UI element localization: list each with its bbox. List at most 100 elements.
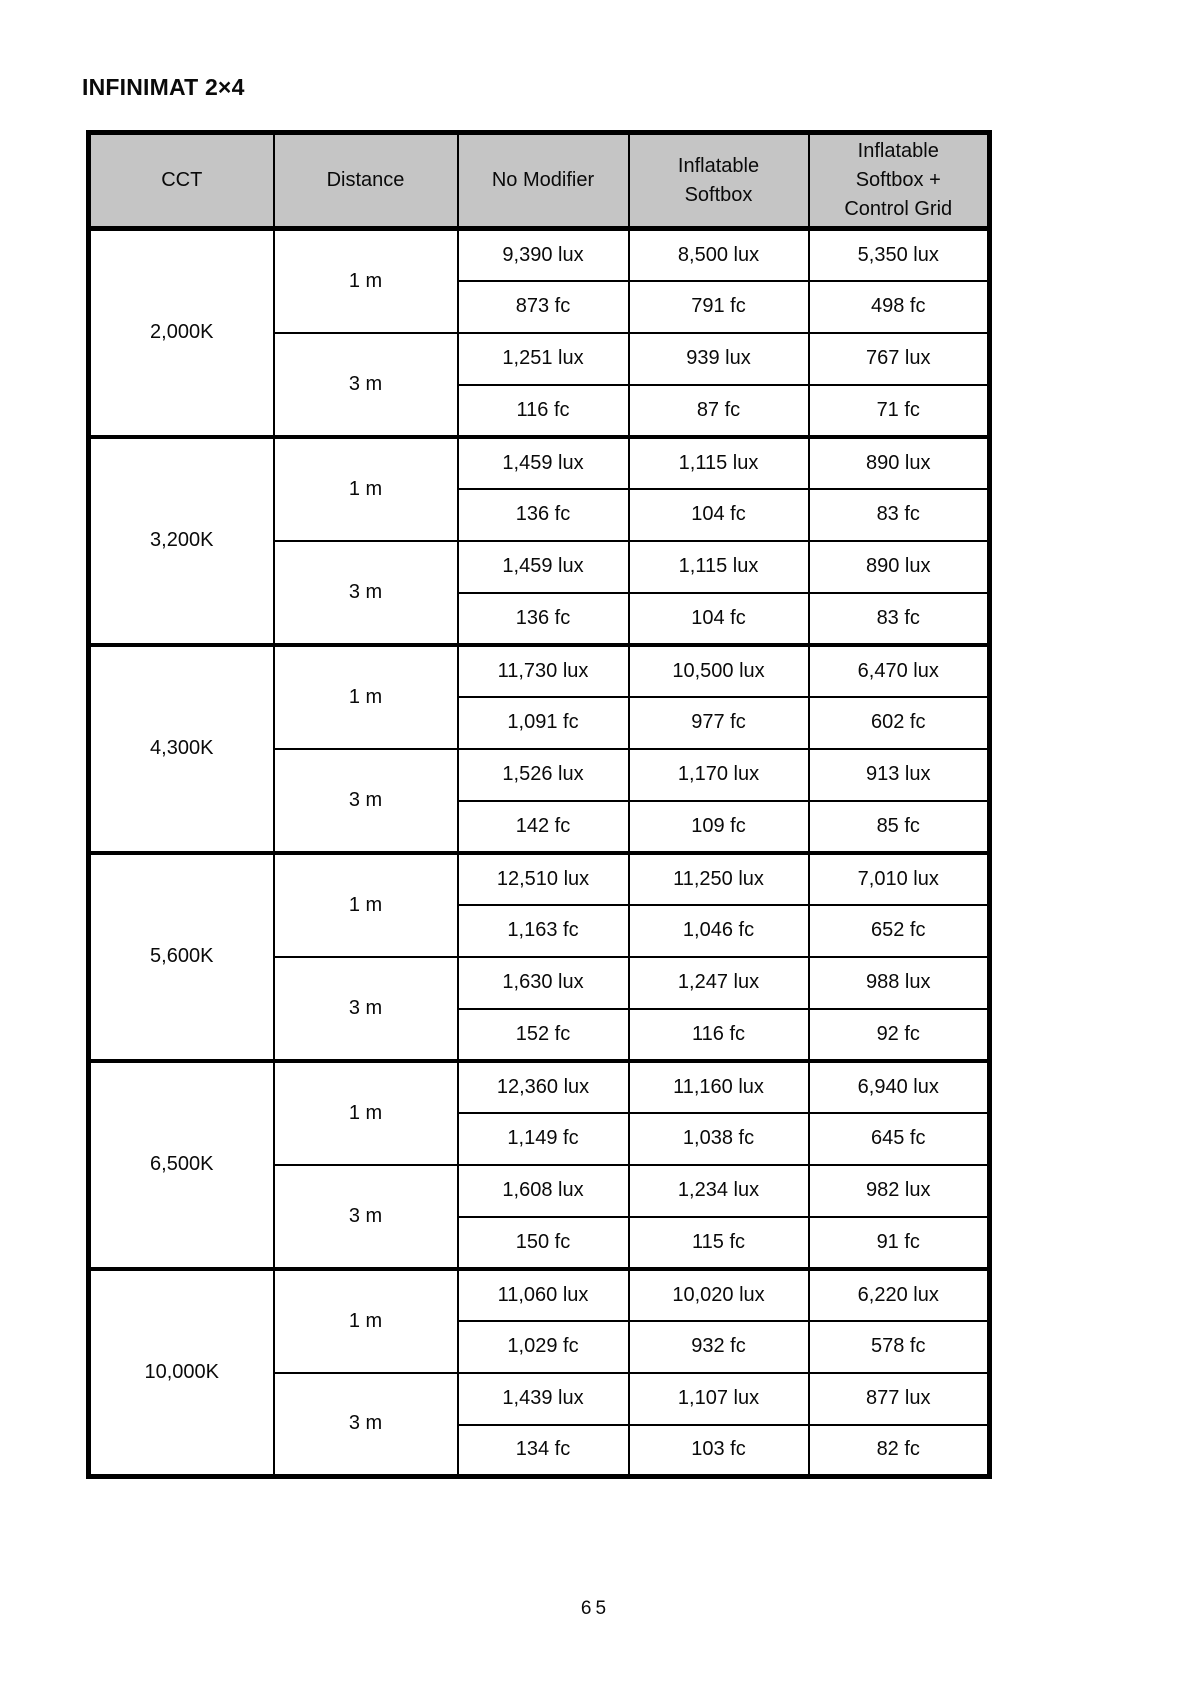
distance-cell: 3 m (272, 955, 459, 1062)
fc-value-cell: 1,029 fc (456, 1319, 630, 1374)
lux-value-cell: 5,350 lux (807, 227, 991, 282)
fc-value-cell: 602 fc (807, 695, 991, 750)
distance-cell: 1 m (272, 1266, 459, 1374)
cct-cell: 10,000K (87, 1266, 275, 1478)
fc-value-cell: 1,149 fc (456, 1111, 630, 1166)
header-no-modifier: No Modifier (456, 131, 630, 231)
lux-value-cell: 11,060 lux (456, 1266, 630, 1322)
fc-value-cell: 150 fc (456, 1215, 630, 1270)
photometrics-table: CCT Distance No Modifier Inflatable Soft… (86, 130, 992, 1479)
cct-cell: 2,000K (87, 227, 275, 438)
fc-value-cell: 977 fc (627, 695, 810, 750)
fc-value-cell: 115 fc (627, 1215, 810, 1270)
lux-value-cell: 877 lux (807, 1371, 991, 1426)
table-row: 3 m 1,251 lux 939 lux 767 lux (89, 331, 991, 438)
fc-value-cell: 873 fc (456, 279, 630, 334)
table-row: 3 m 1,439 lux 1,107 lux 877 lux (89, 1371, 991, 1478)
fc-value-cell: 109 fc (627, 799, 810, 854)
lux-value-cell: 8,500 lux (627, 227, 810, 282)
fc-value-cell: 116 fc (456, 383, 630, 438)
lux-value-cell: 1,107 lux (627, 1371, 810, 1426)
table-body: 2,000K 1 m 9,390 lux 8,500 lux 5,350 lux 873 … (87, 227, 991, 1478)
fc-value-cell: 142 fc (456, 799, 630, 854)
lux-value-cell: 1,251 lux (456, 331, 630, 386)
fc-value-cell: 83 fc (807, 487, 991, 542)
lux-value-cell: 988 lux (807, 955, 991, 1010)
lux-value-cell: 890 lux (807, 434, 991, 490)
fc-value-cell: 71 fc (807, 383, 991, 438)
table-row: 134 fc 103 fc 82 fc (89, 1423, 991, 1478)
table-row: 1,091 fc 977 fc 602 fc (89, 695, 991, 750)
fc-value-cell: 1,163 fc (456, 903, 630, 958)
fc-value-cell: 791 fc (627, 279, 810, 334)
fc-value-cell: 1,091 fc (456, 695, 630, 750)
header-distance-label: Distance (326, 169, 405, 191)
table-row: 6,500K 1 m 12,360 lux 11,160 lux 6,940 lux (87, 1058, 991, 1270)
cct-cell: 6,500K (87, 1058, 275, 1270)
fc-value-cell: 83 fc (807, 591, 991, 646)
table-row: 136 fc 104 fc 83 fc (89, 591, 991, 646)
header-cct-label: CCT (161, 169, 203, 191)
table-row: 1,163 fc 1,046 fc 652 fc (89, 903, 991, 958)
lux-value-cell: 890 lux (807, 539, 991, 594)
distance-cell: 1 m (272, 850, 459, 958)
lux-value-cell: 10,020 lux (627, 1266, 810, 1322)
lux-value-cell: 1,439 lux (456, 1371, 630, 1426)
distance-cell: 1 m (272, 642, 459, 750)
table-row: 150 fc 115 fc 91 fc (89, 1215, 991, 1270)
table-row: 5,600K 1 m 12,510 lux 11,250 lux 7,010 lux (87, 850, 991, 1062)
table-row: 3 m 1,630 lux 1,247 lux 988 lux (89, 955, 991, 1062)
table-row: 873 fc 791 fc 498 fc (89, 279, 991, 334)
lux-value-cell: 1,115 lux (627, 539, 810, 594)
lux-value-cell: 939 lux (627, 331, 810, 386)
lux-value-cell: 9,390 lux (456, 227, 630, 282)
table-row: 3,200K 1 m 1,459 lux 1,115 lux 890 lux (87, 434, 991, 646)
lux-value-cell: 6,940 lux (807, 1058, 991, 1114)
lux-value-cell: 1,234 lux (627, 1163, 810, 1218)
distance-cell: 3 m (272, 331, 459, 438)
fc-value-cell: 104 fc (627, 591, 810, 646)
header-no-modifier-label: No Modifier (491, 169, 595, 191)
lux-value-cell: 10,500 lux (627, 642, 810, 698)
fc-value-cell: 578 fc (807, 1319, 991, 1374)
lux-value-cell: 1,630 lux (456, 955, 630, 1010)
fc-value-cell: 91 fc (807, 1215, 991, 1270)
table-row: 136 fc 104 fc 83 fc (89, 487, 991, 542)
lux-value-cell: 1,115 lux (627, 434, 810, 490)
fc-value-cell: 116 fc (627, 1007, 810, 1062)
fc-value-cell: 134 fc (456, 1423, 630, 1478)
lux-value-cell: 982 lux (807, 1163, 991, 1218)
lux-value-cell: 1,170 lux (627, 747, 810, 802)
header-cct: CCT (87, 131, 275, 231)
lux-value-cell: 11,730 lux (456, 642, 630, 698)
fc-value-cell: 104 fc (627, 487, 810, 542)
lux-value-cell: 1,459 lux (456, 539, 630, 594)
lux-value-cell: 7,010 lux (807, 850, 991, 906)
fc-value-cell: 498 fc (807, 279, 991, 334)
table-row: 3 m 1,459 lux 1,115 lux 890 lux (89, 539, 991, 646)
lux-value-cell: 12,360 lux (456, 1058, 630, 1114)
distance-cell: 3 m (272, 539, 459, 646)
cct-cell: 5,600K (87, 850, 275, 1062)
fc-value-cell: 82 fc (807, 1423, 991, 1478)
fc-value-cell: 136 fc (456, 487, 630, 542)
distance-cell: 1 m (272, 227, 459, 334)
fc-value-cell: 652 fc (807, 903, 991, 958)
fc-value-cell: 932 fc (627, 1319, 810, 1374)
header-row: CCT Distance No Modifier Inflatable Soft… (87, 131, 991, 231)
fc-value-cell: 92 fc (807, 1007, 991, 1062)
table-row: 10,000K 1 m 11,060 lux 10,020 lux 6,220 lux (87, 1266, 991, 1478)
table-row: 4,300K 1 m 11,730 lux 10,500 lux 6,470 lux (87, 642, 991, 854)
lux-value-cell: 6,470 lux (807, 642, 991, 698)
page-number: 65 (580, 1598, 611, 1619)
fc-value-cell: 1,046 fc (627, 903, 810, 958)
page-title: INFINIMAT 2×4 (82, 74, 245, 100)
table-row: 2,000K 1 m 9,390 lux 8,500 lux 5,350 lux (87, 227, 991, 438)
header-softbox-control-grid: Inflatable Softbox + Control Grid (807, 131, 991, 231)
lux-value-cell: 12,510 lux (456, 850, 630, 906)
distance-cell: 1 m (272, 1058, 459, 1166)
distance-cell: 3 m (272, 1163, 459, 1270)
distance-cell: 3 m (272, 1371, 459, 1478)
table-row: 142 fc 109 fc 85 fc (89, 799, 991, 854)
distance-cell: 3 m (272, 747, 459, 854)
